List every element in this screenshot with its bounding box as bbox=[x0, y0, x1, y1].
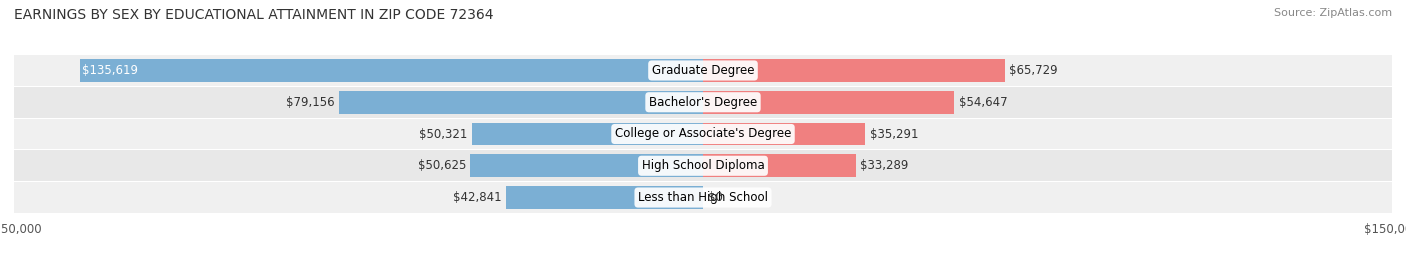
Text: $135,619: $135,619 bbox=[83, 64, 138, 77]
Text: $33,289: $33,289 bbox=[860, 159, 908, 172]
Bar bbox=[703, 59, 1005, 82]
Text: Source: ZipAtlas.com: Source: ZipAtlas.com bbox=[1274, 8, 1392, 18]
Text: Less than High School: Less than High School bbox=[638, 191, 768, 204]
Bar bbox=[506, 186, 703, 209]
Bar bbox=[14, 182, 1392, 213]
Text: Bachelor's Degree: Bachelor's Degree bbox=[650, 96, 756, 109]
Bar bbox=[703, 91, 955, 114]
Text: $50,625: $50,625 bbox=[418, 159, 465, 172]
Bar bbox=[14, 150, 1392, 181]
Text: $0: $0 bbox=[707, 191, 723, 204]
Bar bbox=[14, 87, 1392, 118]
Text: $50,321: $50,321 bbox=[419, 128, 467, 140]
Text: College or Associate's Degree: College or Associate's Degree bbox=[614, 128, 792, 140]
Text: $65,729: $65,729 bbox=[1010, 64, 1059, 77]
Bar bbox=[339, 91, 703, 114]
Bar bbox=[14, 118, 1392, 150]
Bar bbox=[14, 55, 1392, 86]
Text: Graduate Degree: Graduate Degree bbox=[652, 64, 754, 77]
Text: $35,291: $35,291 bbox=[870, 128, 918, 140]
Text: $42,841: $42,841 bbox=[453, 191, 502, 204]
Bar bbox=[472, 122, 703, 146]
Text: $54,647: $54,647 bbox=[959, 96, 1007, 109]
Bar bbox=[80, 59, 703, 82]
Text: $79,156: $79,156 bbox=[287, 96, 335, 109]
Bar bbox=[471, 154, 703, 177]
Bar bbox=[703, 154, 856, 177]
Text: High School Diploma: High School Diploma bbox=[641, 159, 765, 172]
Text: EARNINGS BY SEX BY EDUCATIONAL ATTAINMENT IN ZIP CODE 72364: EARNINGS BY SEX BY EDUCATIONAL ATTAINMEN… bbox=[14, 8, 494, 22]
Bar bbox=[703, 122, 865, 146]
